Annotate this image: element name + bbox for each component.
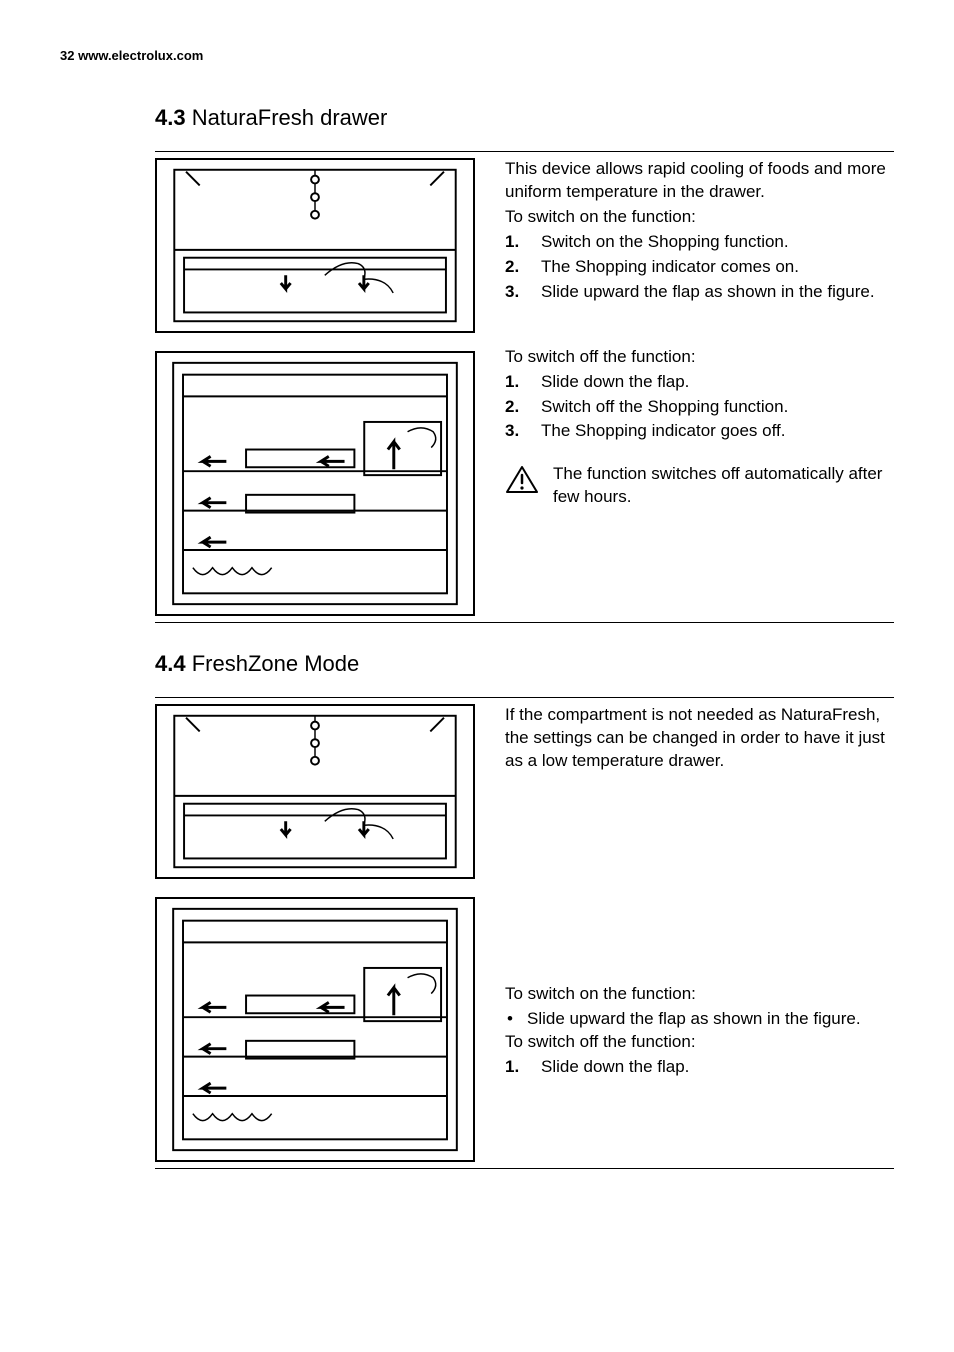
switch-on-label: To switch on the function: bbox=[505, 983, 894, 1006]
page-number: 32 bbox=[60, 48, 74, 63]
switch-on-steps: Switch on the Shopping function. The Sho… bbox=[505, 231, 894, 304]
fridge-interior-illustration bbox=[157, 353, 473, 614]
intro-text: If the compartment is not needed as Natu… bbox=[505, 704, 894, 773]
switch-off-label: To switch off the function: bbox=[505, 1031, 894, 1054]
header-url: www.electrolux.com bbox=[78, 48, 203, 63]
section-number: 4.3 bbox=[155, 105, 186, 130]
figures-column bbox=[155, 704, 475, 1162]
warning-note: The function switches off automatically … bbox=[505, 463, 894, 509]
page-header: 32 www.electrolux.com bbox=[60, 48, 894, 63]
drawer-flap-illustration bbox=[157, 706, 473, 877]
figure-drawer-flap bbox=[155, 158, 475, 333]
warning-icon bbox=[505, 465, 539, 495]
list-item: Switch on the Shopping function. bbox=[505, 231, 894, 254]
section-title: 4.4 FreshZone Mode bbox=[155, 651, 894, 677]
list-item: Slide upward the flap as shown in the fi… bbox=[505, 1008, 894, 1031]
list-item: Slide down the flap. bbox=[505, 1056, 894, 1079]
figure-fridge-interior bbox=[155, 897, 475, 1162]
section-title: 4.3 NaturaFresh drawer bbox=[155, 105, 894, 131]
switch-off-steps: Slide down the flap. Switch off the Shop… bbox=[505, 371, 894, 444]
figure-fridge-interior bbox=[155, 351, 475, 616]
text-column: This device allows rapid cooling of food… bbox=[505, 158, 894, 616]
fridge-interior-illustration bbox=[157, 899, 473, 1160]
intro-text: This device allows rapid cooling of food… bbox=[505, 158, 894, 204]
list-item: The Shopping indicator goes off. bbox=[505, 420, 894, 443]
text-column: If the compartment is not needed as Natu… bbox=[505, 704, 894, 1162]
switch-off-steps: Slide down the flap. bbox=[505, 1056, 894, 1079]
drawer-flap-illustration bbox=[157, 160, 473, 331]
list-item: Slide down the flap. bbox=[505, 371, 894, 394]
list-item: Switch off the Shopping function. bbox=[505, 396, 894, 419]
section-naturafresh: 4.3 NaturaFresh drawer bbox=[155, 105, 894, 623]
figure-drawer-flap bbox=[155, 704, 475, 879]
list-item: Slide upward the flap as shown in the fi… bbox=[505, 281, 894, 304]
divider bbox=[155, 622, 894, 623]
section-name: FreshZone Mode bbox=[192, 651, 360, 676]
switch-on-label: To switch on the function: bbox=[505, 206, 894, 229]
section-name: NaturaFresh drawer bbox=[192, 105, 388, 130]
divider bbox=[155, 1168, 894, 1169]
section-freshzone: 4.4 FreshZone Mode bbox=[155, 651, 894, 1169]
note-text: The function switches off automatically … bbox=[553, 463, 894, 509]
list-item: The Shopping indicator comes on. bbox=[505, 256, 894, 279]
figures-column bbox=[155, 158, 475, 616]
switch-on-bullets: Slide upward the flap as shown in the fi… bbox=[505, 1008, 894, 1031]
section-number: 4.4 bbox=[155, 651, 186, 676]
switch-off-label: To switch off the function: bbox=[505, 346, 894, 369]
